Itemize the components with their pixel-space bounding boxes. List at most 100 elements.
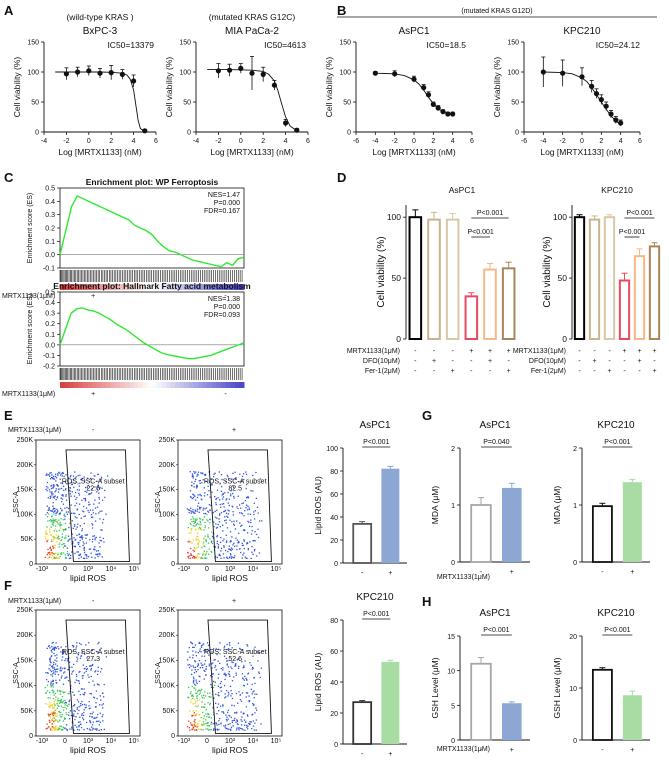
event-dot — [244, 724, 246, 726]
y-tick-label: 1 — [451, 503, 455, 510]
event-dot — [60, 507, 62, 510]
y-tick-label: 150 — [27, 40, 39, 47]
event-dot — [191, 521, 193, 523]
event-dot — [83, 551, 86, 554]
event-dot — [193, 471, 195, 473]
x-axis-label: lipid ROS — [212, 745, 248, 755]
event-dot — [73, 495, 76, 497]
event-dot — [198, 680, 201, 683]
event-dot — [187, 551, 189, 554]
event-dot — [64, 528, 67, 530]
treatment-mark: - — [507, 358, 510, 365]
event-dot — [196, 486, 198, 488]
treatment-mark: - — [578, 348, 581, 355]
event-dot — [85, 534, 88, 536]
event-dot — [241, 475, 244, 478]
event-dot — [64, 554, 66, 556]
event-dot — [53, 672, 55, 674]
x-tick-label: 4 — [451, 138, 455, 145]
event-dot — [52, 714, 54, 717]
rank-gradient-cell — [179, 284, 185, 290]
event-dot — [98, 496, 100, 499]
event-dot — [205, 473, 207, 476]
event-dot — [204, 659, 207, 662]
event-dot — [224, 674, 226, 676]
event-dot — [59, 727, 61, 730]
event-dot — [197, 723, 199, 725]
event-dot — [99, 546, 101, 548]
y-axis-label: SSC-A — [155, 662, 162, 684]
y-tick-label: 0.1 — [45, 239, 55, 246]
event-dot — [189, 490, 192, 492]
event-dot — [49, 551, 51, 554]
event-dot — [46, 647, 48, 650]
gsea-stat: P=0.000 — [214, 200, 240, 207]
plot-frame — [35, 609, 141, 737]
event-dot — [74, 471, 76, 473]
x-tick-label: -4 — [372, 138, 378, 145]
event-dot — [233, 545, 236, 547]
event-dot — [246, 542, 249, 545]
x-tick-label: -2 — [560, 138, 566, 145]
y-tick-label: -0.2 — [43, 364, 55, 371]
event-dot — [210, 540, 213, 542]
event-dot — [236, 658, 239, 661]
event-dot — [209, 675, 212, 677]
event-dot — [52, 557, 55, 560]
event-dot — [84, 653, 86, 655]
event-dot — [54, 510, 56, 513]
rank-gradient-cell — [69, 284, 75, 290]
event-dot — [50, 477, 53, 479]
event-dot — [227, 557, 229, 559]
event-dot — [46, 481, 49, 484]
event-dot — [211, 542, 214, 545]
event-dot — [187, 557, 190, 559]
event-dot — [190, 512, 192, 514]
event-dot — [201, 706, 204, 709]
event-dot — [80, 643, 82, 646]
event-dot — [199, 482, 201, 484]
event-dot — [62, 720, 65, 722]
event-dot — [199, 479, 201, 482]
event-dot — [59, 669, 61, 672]
event-dot — [89, 729, 91, 731]
gsea-stat: FDR=0.167 — [204, 208, 240, 215]
event-dot — [59, 523, 61, 525]
event-dot — [207, 649, 210, 652]
event-dot — [193, 486, 195, 488]
event-dot — [195, 519, 197, 521]
event-dot — [66, 513, 68, 515]
event-dot — [81, 688, 83, 690]
event-dot — [226, 540, 228, 542]
treatment-mark: - — [470, 368, 473, 375]
event-dot — [82, 544, 84, 547]
event-dot — [92, 680, 94, 682]
event-dot — [53, 522, 55, 524]
event-dot — [100, 478, 103, 480]
event-dot — [210, 728, 212, 731]
event-dot — [206, 494, 209, 496]
event-dot — [256, 506, 259, 508]
event-dot — [61, 702, 64, 704]
y-tick-label: 0 — [171, 733, 175, 740]
x-tick-label: 0 — [63, 566, 67, 573]
event-dot — [252, 553, 254, 555]
event-dot — [52, 511, 55, 513]
event-dot — [253, 703, 255, 706]
event-dot — [203, 474, 206, 476]
event-dot — [52, 682, 54, 685]
event-dot — [189, 710, 191, 712]
event-dot — [63, 717, 66, 719]
event-dot — [246, 714, 249, 716]
event-dot — [193, 495, 196, 497]
event-dot — [60, 666, 62, 668]
event-dot — [193, 672, 196, 674]
event-dot — [250, 557, 252, 560]
y-tick-label: 200K — [17, 632, 34, 639]
event-dot — [53, 495, 55, 498]
event-dot — [216, 713, 218, 715]
event-dot — [49, 716, 52, 718]
event-dot — [54, 520, 56, 522]
rank-gradient-cell — [234, 284, 240, 290]
event-dot — [50, 719, 52, 721]
